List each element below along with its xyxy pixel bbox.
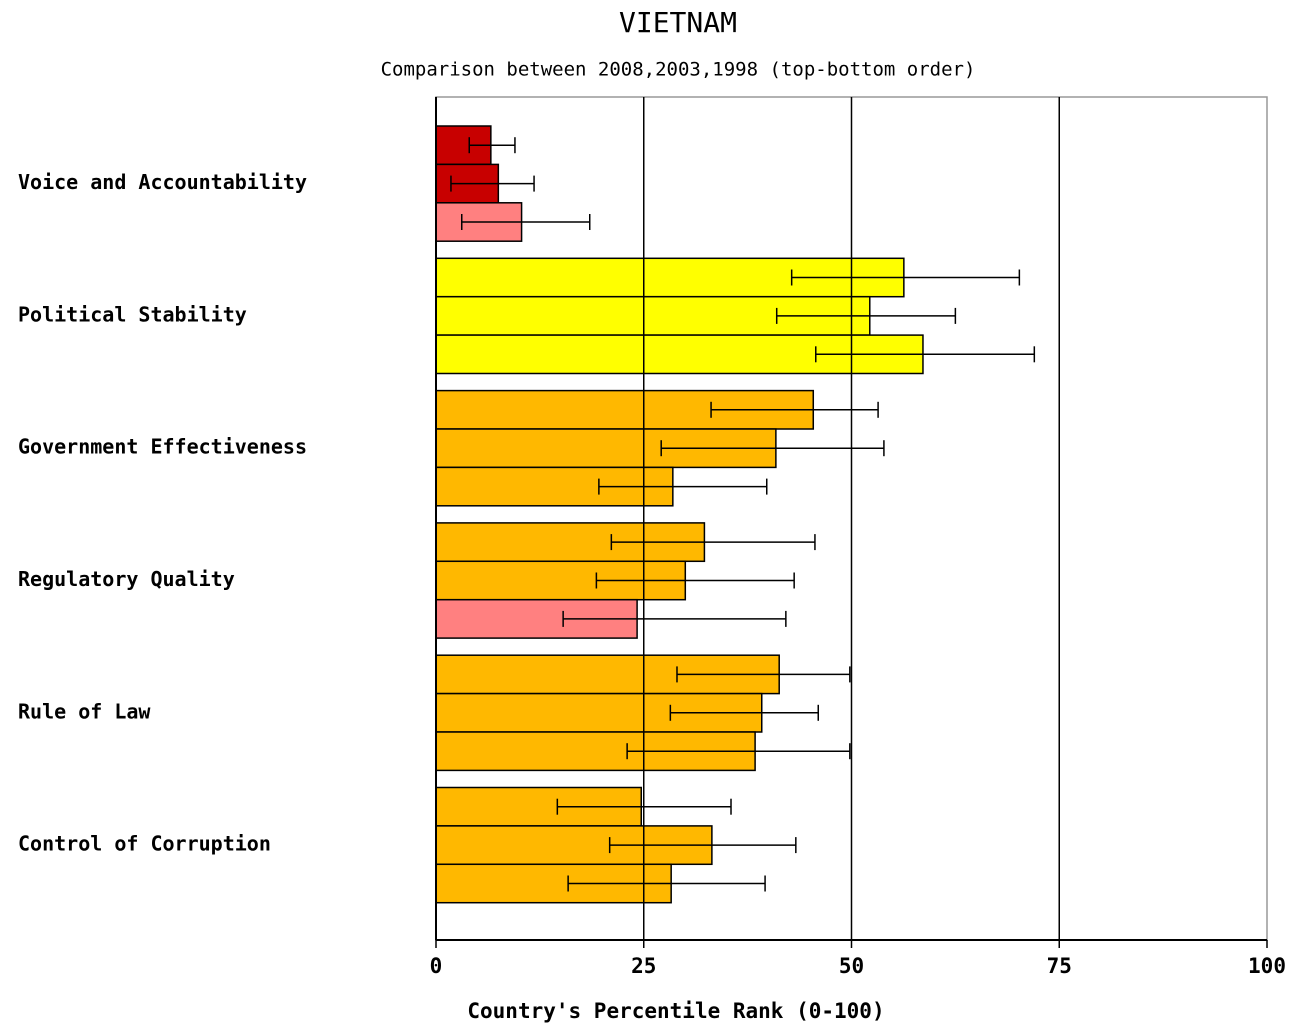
chart-subtitle: Comparison between 2008,2003,1998 (top-b… xyxy=(381,59,976,81)
category-label: Rule of Law xyxy=(18,699,151,723)
x-tick-label: 50 xyxy=(839,954,864,978)
x-tick-label: 25 xyxy=(631,954,656,978)
category-label: Government Effectiveness xyxy=(18,435,307,459)
x-tick-label: 100 xyxy=(1248,954,1286,978)
x-tick-label: 0 xyxy=(430,954,443,978)
category-label: Political Stability xyxy=(18,302,247,326)
x-axis-label: Country's Percentile Rank (0-100) xyxy=(467,999,884,1023)
x-tick-label: 75 xyxy=(1047,954,1072,978)
category-label: Regulatory Quality xyxy=(18,567,235,591)
chart-title: VIETNAM xyxy=(619,6,737,39)
category-label: Control of Corruption xyxy=(18,832,271,856)
category-label: Voice and Accountability xyxy=(18,170,307,194)
